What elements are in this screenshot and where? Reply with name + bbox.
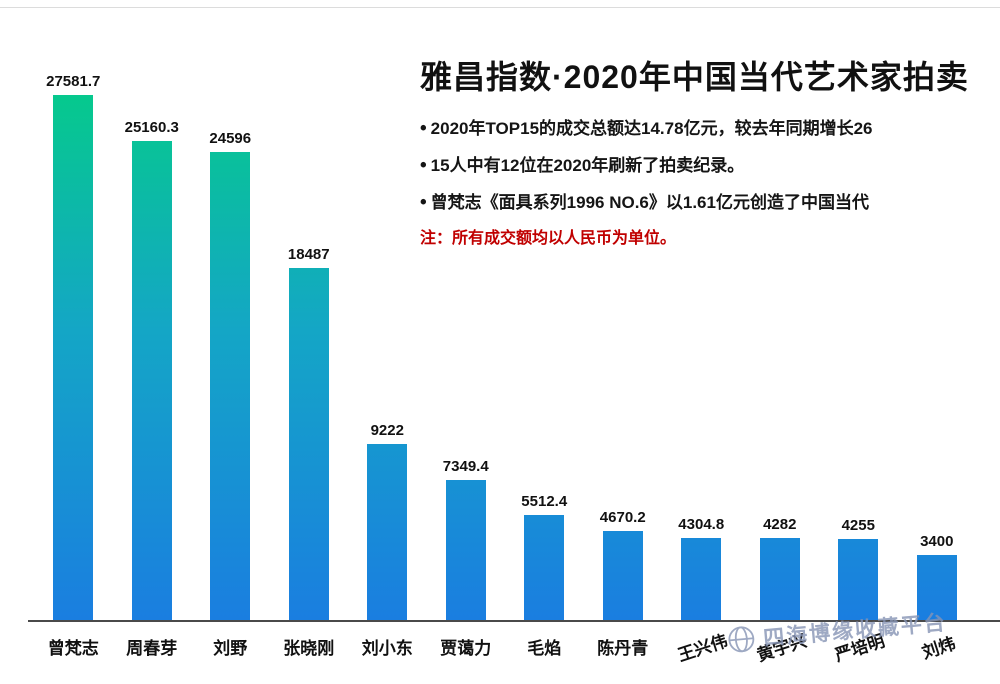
x-axis-line xyxy=(28,620,1000,622)
bar xyxy=(367,444,408,620)
bar-group: 18487 xyxy=(270,246,349,620)
bar-group: 4304.8 xyxy=(662,516,741,620)
globe-icon xyxy=(725,623,758,656)
bar xyxy=(53,95,94,620)
bar-group: 9222 xyxy=(348,422,427,620)
category-label: 刘野 xyxy=(213,639,248,658)
category-label: 贾蔼力 xyxy=(440,639,492,658)
bar xyxy=(210,152,251,620)
bar-value-label: 9222 xyxy=(370,422,404,439)
top-border-line xyxy=(0,7,1000,8)
bar-value-label: 4255 xyxy=(841,517,875,534)
unit-note: 注：所有成交额均以人民币为单位。 xyxy=(420,230,677,248)
bullet-line-2: 15人中有12位在2020年刷新了拍卖纪录。 xyxy=(420,147,1000,184)
bar-value-label: 4282 xyxy=(763,516,797,533)
bars: 27581.7 25160.3 24596 18487 9222 7349.4 5512.4… xyxy=(34,73,976,620)
bar-value-label: 4670.2 xyxy=(599,509,646,526)
category-labels: 曾梵志 周春芽 刘野 张晓刚 刘小东 贾蔼力 毛焰 陈丹青 王兴伟 黄宇兴 严培明 刘炜 xyxy=(34,628,976,665)
bar xyxy=(759,538,800,620)
bar xyxy=(131,141,172,620)
chart-title: 雅昌指数·2020年中国当代艺术家拍卖 xyxy=(420,59,969,95)
bar-group: 7349.4 xyxy=(427,458,506,620)
bar-group: 4670.2 xyxy=(584,509,663,620)
bar xyxy=(524,515,565,620)
bar-value-label: 27581.7 xyxy=(46,73,101,90)
bar xyxy=(916,555,957,620)
bar xyxy=(445,480,486,620)
bar xyxy=(681,538,722,620)
bar-value-label: 24596 xyxy=(209,130,252,147)
bar xyxy=(838,539,879,620)
category-label: 刘小东 xyxy=(361,639,413,658)
header-block: 雅昌指数·2020年中国当代艺术家拍卖 2020年TOP15的成交总额达14.7… xyxy=(420,58,1000,257)
bar-group: 25160.3 xyxy=(113,119,192,620)
bar-value-label: 4304.8 xyxy=(678,516,725,533)
category-label: 陈丹青 xyxy=(597,639,649,658)
bar-group: 3400 xyxy=(898,533,977,620)
category-label: 周春芽 xyxy=(126,639,178,658)
bar xyxy=(602,531,643,620)
bullet-line-3: 曾梵志《面具系列1996 NO.6》以1.61亿元创造了中国当代 xyxy=(420,184,1000,221)
category-label: 张晓刚 xyxy=(283,639,335,658)
bar xyxy=(288,268,329,620)
watermark: 四海博缘收藏平台 xyxy=(725,606,948,655)
bar-group: 5512.4 xyxy=(505,493,584,620)
bar-value-label: 3400 xyxy=(920,533,954,550)
bar-group: 24596 xyxy=(191,130,270,620)
bar-group: 4282 xyxy=(741,516,820,620)
bar-value-label: 18487 xyxy=(287,246,330,263)
bar-group: 27581.7 xyxy=(34,73,113,620)
category-label: 毛焰 xyxy=(527,639,562,658)
bullet-line-1: 2020年TOP15的成交总额达14.78亿元，较去年同期增长26 xyxy=(420,110,1000,147)
bar-value-label: 7349.4 xyxy=(442,458,489,475)
category-label: 曾梵志 xyxy=(47,639,99,658)
bar-value-label: 25160.3 xyxy=(124,119,179,136)
bar-group: 4255 xyxy=(819,517,898,620)
bar-value-label: 5512.4 xyxy=(521,493,568,510)
